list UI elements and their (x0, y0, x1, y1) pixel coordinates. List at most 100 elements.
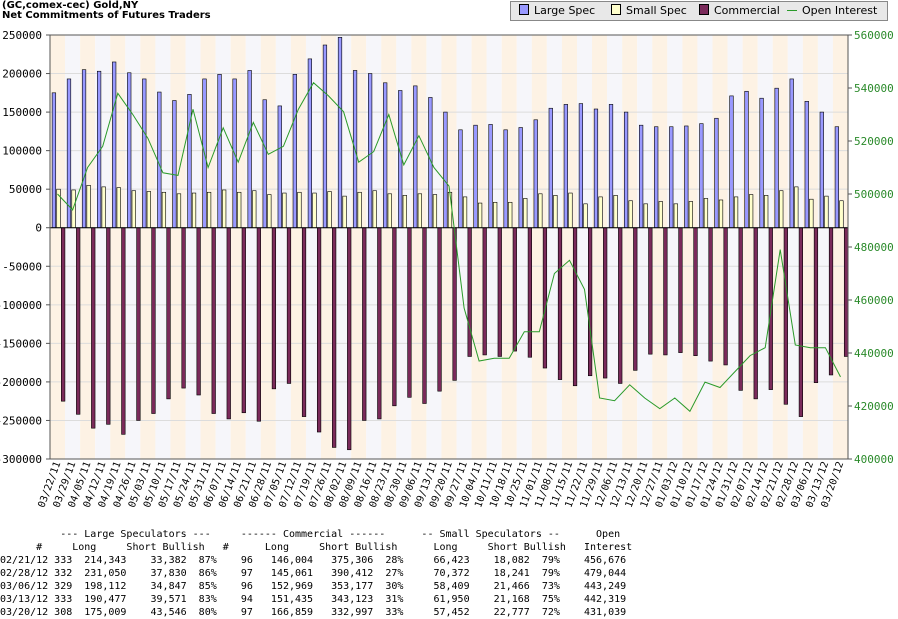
bar-small-spec (718, 199, 724, 229)
bar-small-spec (809, 198, 814, 229)
bar-small-spec (658, 201, 663, 229)
bar-small-spec (523, 198, 528, 229)
bar-large-spec (322, 44, 328, 229)
bar-small-spec (824, 195, 829, 229)
y-tick-label-left: 100000 (2, 145, 42, 158)
bar-commercial (603, 227, 608, 379)
bar-small-spec (101, 186, 106, 229)
y-tick-label-right: 440000 (854, 347, 894, 360)
bar-large-spec (533, 119, 538, 229)
y-tick-label-left: -250000 (0, 414, 42, 427)
bar-large-spec (623, 111, 629, 229)
bar-large-spec (744, 90, 749, 229)
bar-small-spec (703, 198, 709, 229)
bar-large-spec (112, 61, 117, 229)
bar-commercial (91, 227, 96, 429)
bar-large-spec (834, 126, 839, 229)
chart-title: (GC,comex-cec) Gold,NY (2, 0, 139, 11)
bar-small-spec (628, 200, 633, 229)
y-tick-label-left: 150000 (2, 106, 42, 119)
bar-small-spec (764, 195, 769, 229)
bar-small-spec (733, 196, 739, 229)
bar-large-spec (699, 123, 704, 229)
y-tick-label-right: 500000 (854, 188, 894, 201)
bar-commercial (271, 227, 277, 390)
bar-small-spec (252, 190, 257, 229)
bar-large-spec (142, 78, 147, 229)
bar-commercial (407, 227, 412, 398)
bar-small-spec (267, 194, 272, 229)
bar-large-spec (684, 125, 689, 229)
bar-large-spec (759, 97, 764, 229)
bar-commercial (151, 227, 156, 414)
y-tick-label-left: 50000 (9, 183, 42, 196)
bar-small-spec (161, 191, 167, 229)
bar-commercial (61, 227, 66, 402)
bar-commercial (572, 227, 578, 387)
bar-commercial (286, 227, 292, 384)
bar-small-spec (222, 189, 227, 229)
legend-item-small-spec: Small Spec (611, 4, 687, 18)
bar-large-spec (81, 69, 87, 229)
bar-commercial (196, 227, 201, 396)
bar-commercial (422, 227, 427, 404)
bar-large-spec (398, 90, 403, 229)
bar-large-spec (247, 70, 252, 229)
bar-commercial (512, 227, 517, 352)
bar-commercial (452, 227, 457, 381)
y-tick-label-left: 200000 (2, 68, 42, 81)
bar-commercial (633, 227, 638, 371)
bar-commercial (316, 227, 322, 433)
y-tick-label-left: -150000 (0, 337, 42, 350)
legend-label: Large Spec (534, 4, 596, 17)
bar-small-spec (327, 191, 332, 229)
bar-small-spec (357, 191, 362, 229)
bar-small-spec (342, 195, 347, 229)
table-row: 02/21/12 333 214,343 33,382 87% 96 146,0… (0, 555, 627, 566)
bar-small-spec (794, 186, 799, 229)
legend-item-large-spec: Large Spec (519, 4, 595, 18)
bar-commercial (783, 227, 788, 405)
bar-small-spec (432, 194, 438, 229)
legend-item-open-interest: Open Interest (787, 4, 877, 18)
open-interest-line (57, 81, 841, 413)
legend-swatch-commercial (699, 4, 709, 15)
bar-large-spec (774, 87, 779, 229)
bar-commercial (362, 227, 367, 421)
y-tick-label-right: 420000 (854, 400, 894, 413)
legend-label: Commercial (714, 4, 780, 17)
bar-commercial (663, 227, 668, 356)
bar-small-spec (237, 191, 242, 229)
chart-subtitle: Net Commitments of Futures Traders (2, 10, 211, 21)
bar-large-spec (127, 72, 132, 229)
bar-commercial (813, 227, 819, 383)
bar-small-spec (553, 195, 558, 229)
chart-legend: Large Spec Small Spec Commercial Open In… (510, 1, 888, 21)
bar-large-spec (789, 78, 794, 229)
legend-line-open-interest (787, 10, 797, 11)
bar-large-spec (503, 129, 508, 229)
bar-commercial (828, 227, 834, 376)
y-tick-label-right: 480000 (854, 241, 894, 254)
bar-commercial (332, 227, 337, 448)
bar-large-spec (292, 74, 297, 229)
bar-commercial (301, 227, 307, 417)
bar-small-spec (206, 191, 212, 229)
bar-commercial (798, 227, 804, 417)
bar-large-spec (368, 73, 373, 229)
bar-small-spec (387, 193, 392, 229)
bar-large-spec (51, 92, 57, 229)
bar-large-spec (157, 91, 162, 229)
legend-label: Open Interest (802, 4, 878, 17)
bar-large-spec (307, 58, 312, 229)
y-tick-label-right: 540000 (854, 82, 894, 95)
bar-small-spec (508, 201, 513, 229)
y-tick-label-right: 460000 (854, 294, 894, 307)
bar-large-spec (217, 74, 222, 229)
bar-commercial (588, 227, 593, 377)
bar-commercial (121, 227, 126, 435)
bar-small-spec (643, 203, 648, 229)
bar-commercial (648, 227, 653, 355)
bar-large-spec (714, 117, 719, 229)
bar-large-spec (458, 129, 463, 229)
